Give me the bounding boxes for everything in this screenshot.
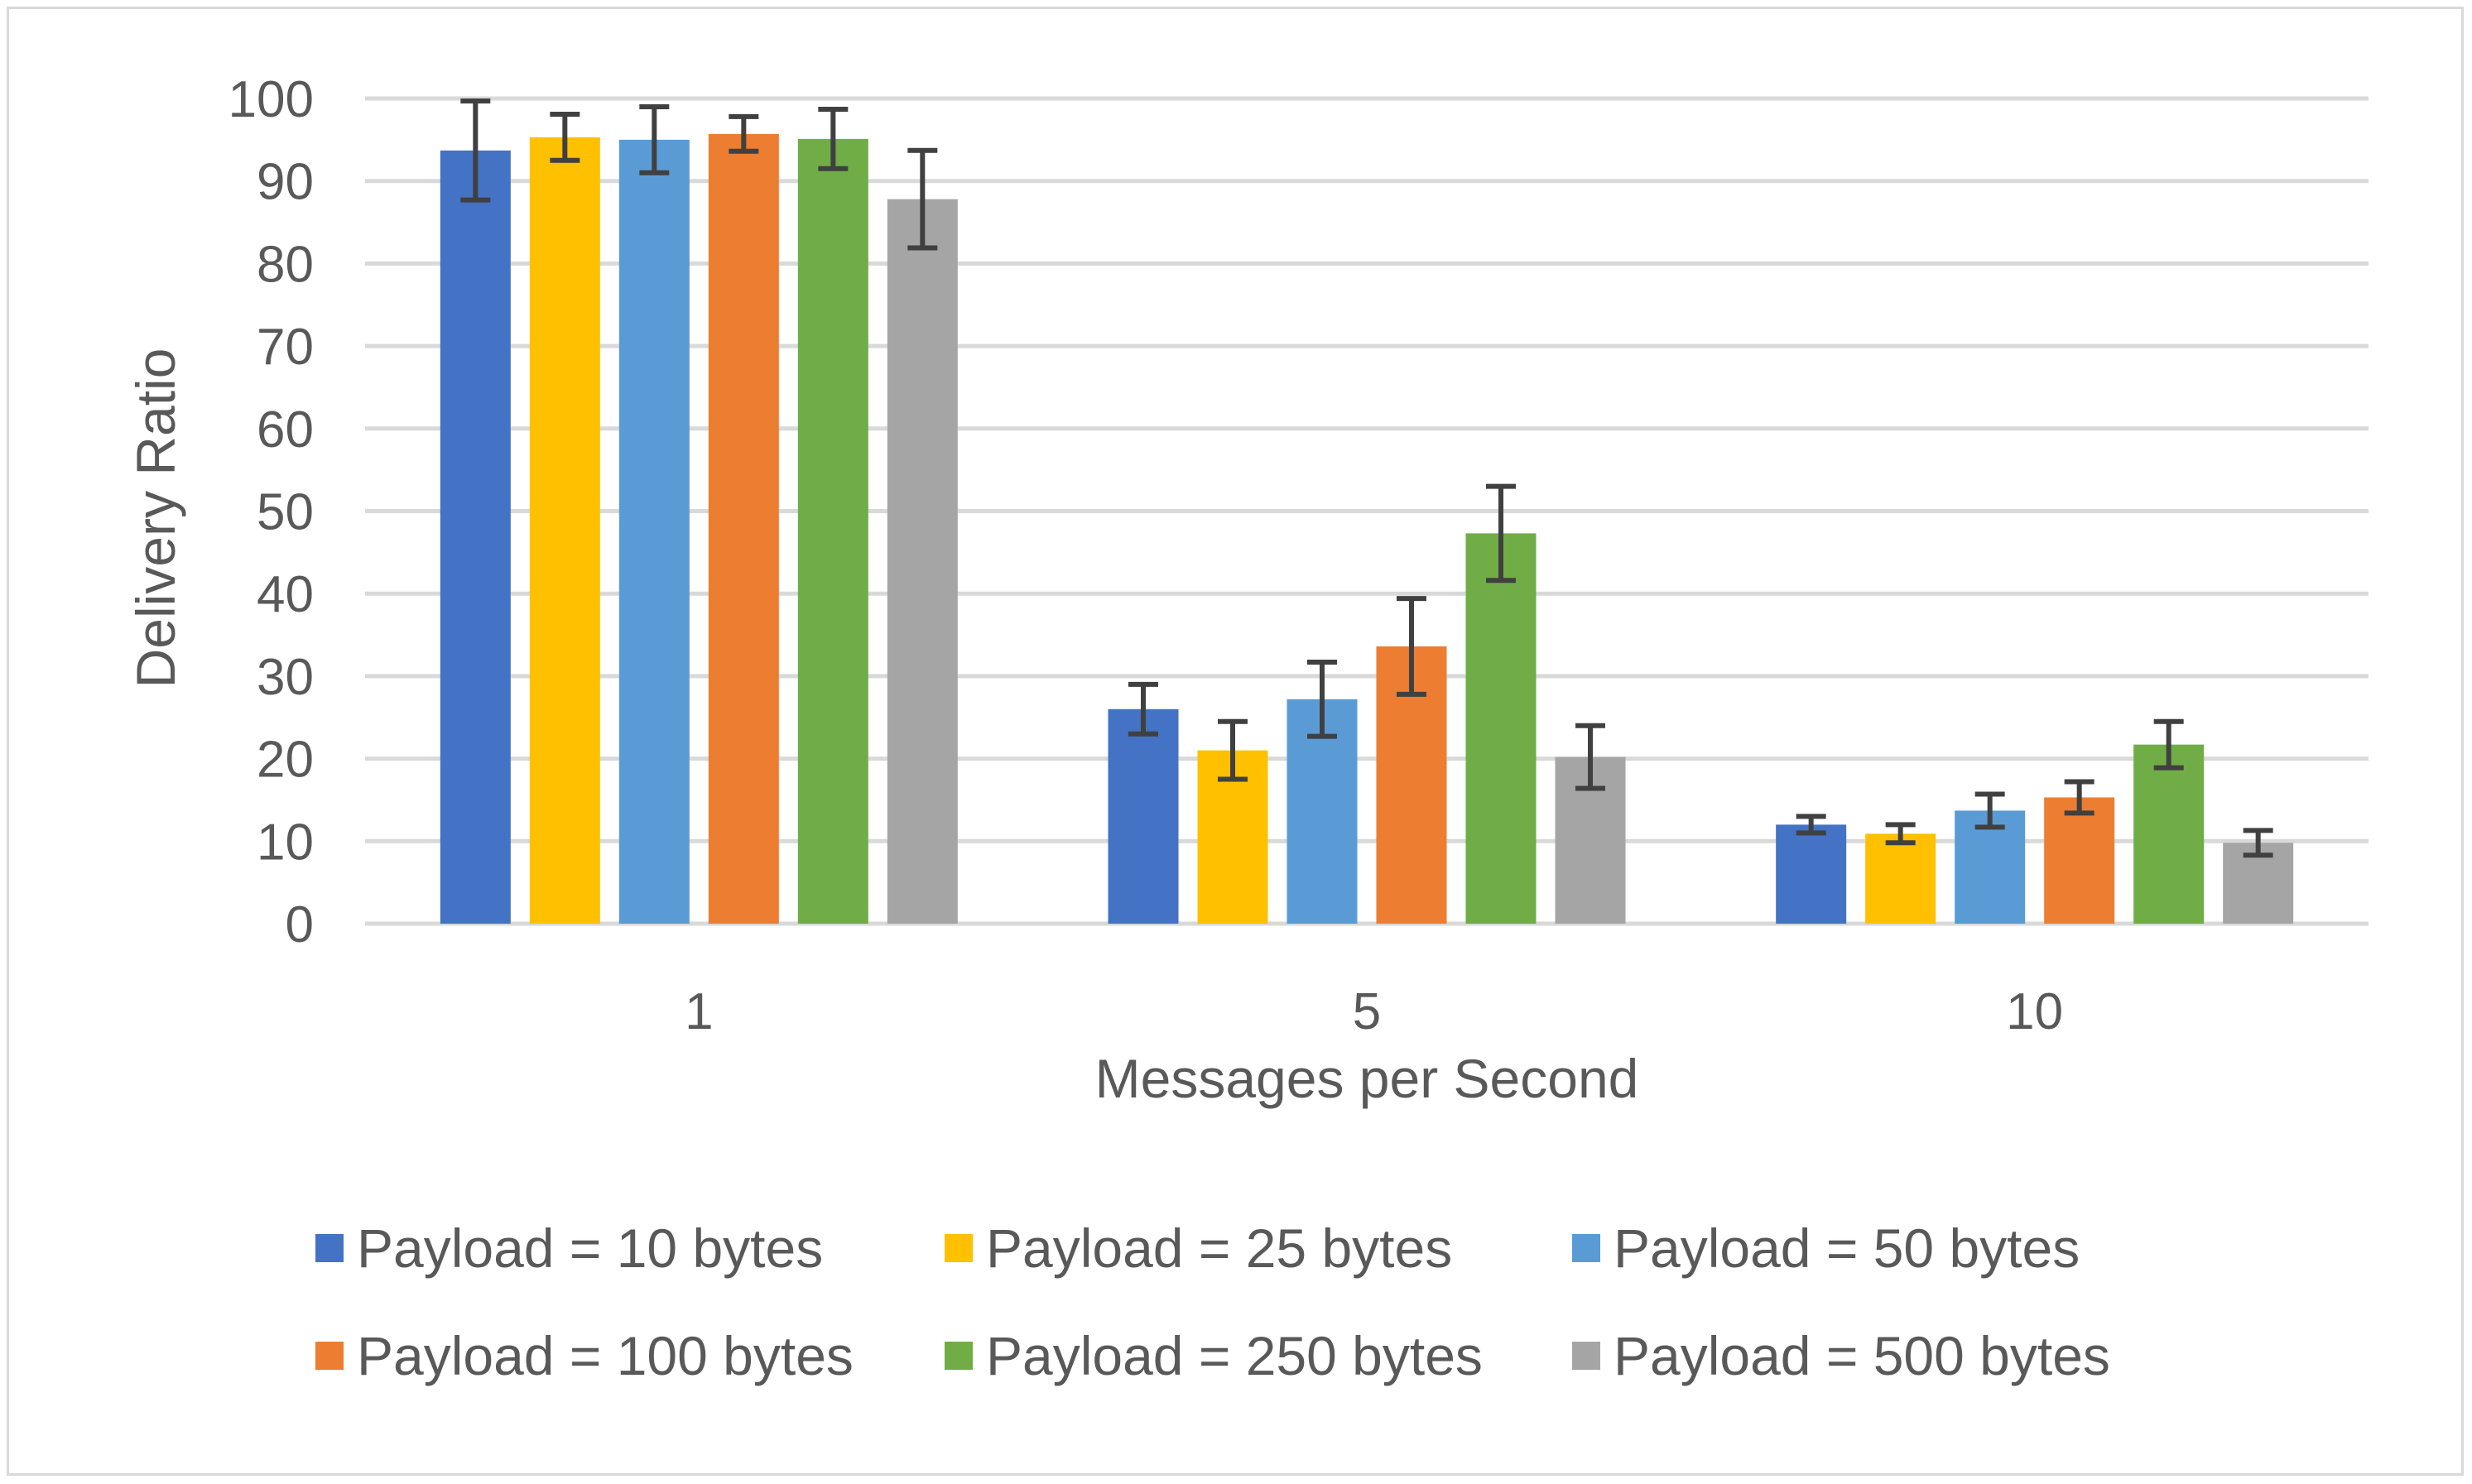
error-bar bbox=[2243, 828, 2273, 858]
y-axis-title: Delivery Ratio bbox=[125, 348, 186, 689]
bars bbox=[440, 133, 2294, 924]
error-bar bbox=[639, 103, 670, 175]
y-tick-label: 70 bbox=[257, 319, 314, 376]
error-bars bbox=[460, 98, 2273, 858]
bar bbox=[797, 138, 868, 924]
error-bar bbox=[1218, 718, 1248, 782]
y-tick-label: 60 bbox=[257, 401, 314, 459]
legend-label: Payload = 500 bytes bbox=[1614, 1325, 2110, 1386]
error-bar bbox=[1307, 659, 1337, 739]
error-bar bbox=[2153, 718, 2184, 771]
error-bar bbox=[1486, 483, 1516, 584]
error-bar bbox=[550, 111, 580, 163]
y-tick-label: 80 bbox=[257, 236, 314, 293]
error-bar bbox=[1974, 791, 2005, 830]
bar bbox=[1776, 824, 1847, 924]
y-tick-label: 10 bbox=[257, 814, 314, 871]
bar bbox=[887, 199, 958, 924]
bar bbox=[2133, 744, 2205, 924]
legend-label: Payload = 10 bytes bbox=[357, 1217, 823, 1279]
bar bbox=[440, 150, 511, 924]
y-axis-tick-labels: 0 10 20 30 40 50 60 70 80 90 100 bbox=[228, 71, 314, 953]
error-bar bbox=[1575, 723, 1605, 791]
y-tick-label: 30 bbox=[257, 649, 314, 706]
error-bar bbox=[1796, 814, 1826, 836]
legend-item: Payload = 250 bytes bbox=[945, 1325, 1483, 1386]
y-tick-label: 20 bbox=[257, 732, 314, 789]
legend-label: Payload = 25 bytes bbox=[986, 1217, 1452, 1279]
y-tick-label: 100 bbox=[228, 71, 314, 128]
legend-swatch bbox=[945, 1342, 973, 1370]
error-bar bbox=[729, 113, 759, 154]
legend-label: Payload = 250 bytes bbox=[986, 1325, 1483, 1386]
x-tick-label: 5 bbox=[1353, 983, 1381, 1040]
x-tick-label: 10 bbox=[2006, 983, 2063, 1040]
error-bar bbox=[1397, 596, 1426, 697]
y-tick-label: 40 bbox=[257, 566, 314, 623]
legend-item: Payload = 100 bytes bbox=[315, 1325, 854, 1386]
x-tick-label: 1 bbox=[685, 983, 713, 1040]
legend-item: Payload = 10 bytes bbox=[315, 1217, 823, 1279]
bar bbox=[1465, 533, 1537, 924]
bar bbox=[529, 137, 600, 924]
legend-label: Payload = 100 bytes bbox=[357, 1325, 854, 1386]
bar bbox=[708, 133, 779, 924]
y-tick-label: 90 bbox=[257, 154, 314, 211]
gridlines bbox=[365, 96, 2369, 926]
legend-swatch bbox=[315, 1342, 344, 1370]
legend-item: Payload = 500 bytes bbox=[1572, 1325, 2110, 1386]
legend-swatch bbox=[1572, 1342, 1600, 1370]
legend-swatch bbox=[945, 1234, 973, 1262]
bar bbox=[2044, 797, 2115, 924]
chart-frame: 0 10 20 30 40 50 60 70 80 90 100 1 5 10 Messages per… bbox=[7, 7, 2464, 1476]
legend: Payload = 10 bytes Payload = 25 bytes Payl… bbox=[315, 1217, 2110, 1386]
x-axis-tick-labels: 1 5 10 bbox=[685, 983, 2063, 1040]
bar bbox=[618, 139, 690, 924]
legend-item: Payload = 25 bytes bbox=[945, 1217, 1452, 1279]
error-bar bbox=[2064, 779, 2094, 816]
error-bar bbox=[907, 147, 938, 251]
legend-label: Payload = 50 bytes bbox=[1614, 1217, 2080, 1279]
x-axis-title: Messages per Second bbox=[1095, 1048, 1639, 1109]
legend-swatch bbox=[315, 1234, 344, 1262]
legend-swatch bbox=[1572, 1234, 1600, 1262]
y-tick-label: 50 bbox=[257, 484, 314, 541]
y-tick-label: 0 bbox=[286, 896, 314, 953]
bar bbox=[1108, 708, 1179, 924]
bar bbox=[1865, 833, 1936, 924]
legend-item: Payload = 50 bytes bbox=[1572, 1217, 2080, 1279]
error-bar bbox=[1885, 822, 1916, 846]
error-bar bbox=[1128, 681, 1158, 737]
error-bar bbox=[460, 98, 491, 203]
error-bar bbox=[818, 106, 849, 171]
